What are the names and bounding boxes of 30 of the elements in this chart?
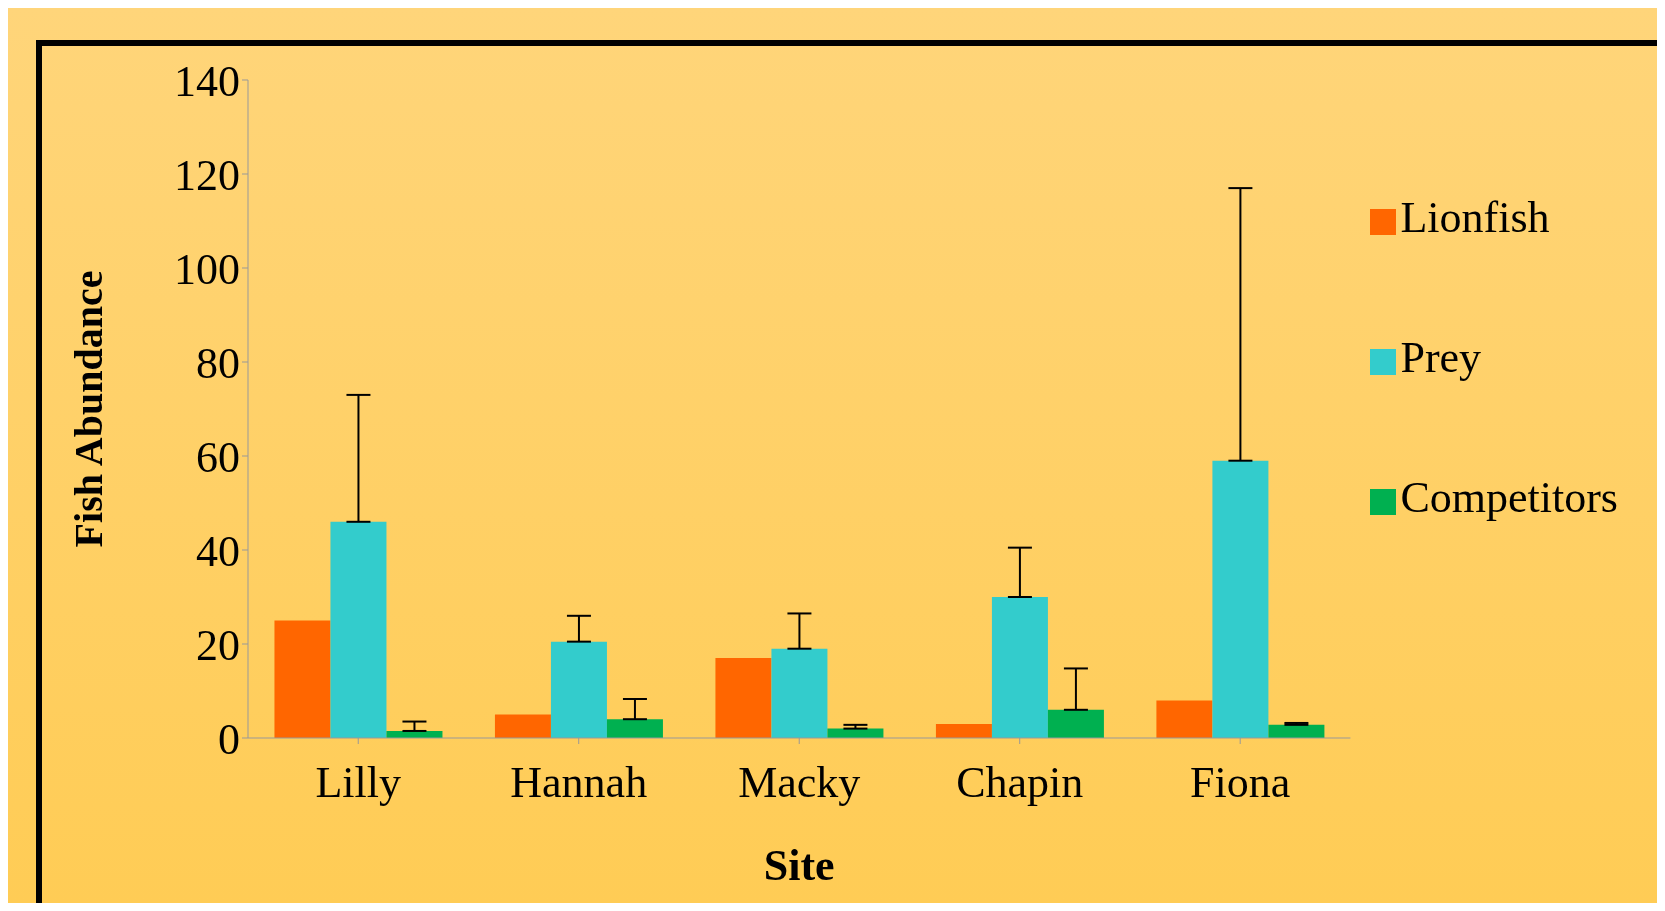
bar — [550, 641, 607, 738]
bar — [274, 620, 331, 738]
bar — [991, 597, 1048, 738]
bar — [715, 658, 772, 738]
y-axis-title: Fish Abundance — [66, 270, 112, 548]
y-tick-label: 100 — [174, 244, 240, 294]
legend-label: Prey — [1400, 333, 1482, 382]
x-tick-label: Chapin — [956, 758, 1084, 808]
bar — [1212, 460, 1269, 738]
x-tick-label: Lilly — [315, 758, 402, 808]
y-tick-label: 40 — [196, 526, 240, 576]
legend-label: Lionfish — [1400, 193, 1550, 242]
y-tick-label: 140 — [174, 56, 240, 106]
legend-label: Competitors — [1400, 473, 1618, 522]
bar — [606, 719, 663, 738]
y-tick-label: 120 — [174, 150, 240, 200]
x-tick-label: Hannah — [510, 758, 648, 808]
y-tick-label: 80 — [196, 338, 240, 388]
bar — [771, 648, 828, 738]
bar — [1156, 700, 1213, 738]
y-tick-label: 60 — [196, 432, 240, 482]
bar — [330, 521, 387, 738]
bar — [935, 723, 992, 738]
y-tick-label: 20 — [196, 620, 240, 670]
x-tick-label: Macky — [738, 758, 861, 808]
x-axis-title: Site — [763, 841, 835, 890]
y-tick-label: 0 — [218, 714, 240, 764]
bar — [1047, 709, 1104, 738]
x-tick-label: Fiona — [1190, 758, 1291, 808]
bar — [494, 714, 551, 738]
